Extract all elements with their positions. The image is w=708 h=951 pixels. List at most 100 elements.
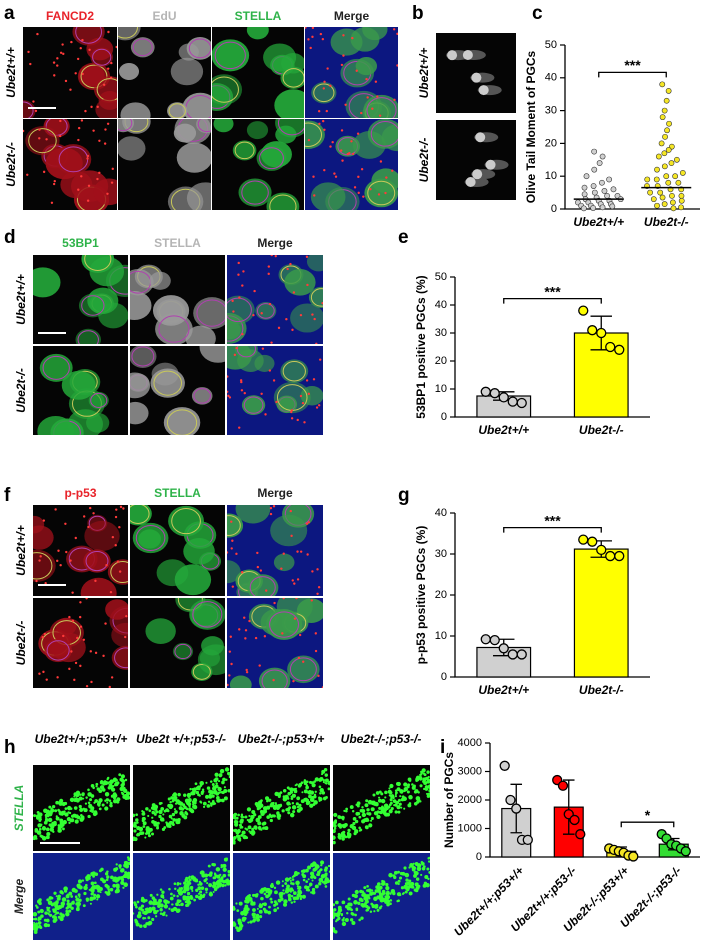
speck: [216, 798, 221, 803]
speck: [115, 863, 118, 866]
speck: [305, 880, 309, 884]
data-point: [679, 170, 686, 176]
foci: [265, 589, 268, 592]
cell-outline: [196, 299, 225, 327]
speck: [337, 911, 341, 915]
data-point: [601, 188, 608, 194]
data-point: [610, 186, 617, 193]
x-tick-label: Ube2t+/+: [478, 683, 529, 697]
micrograph-content: [227, 598, 323, 688]
speck: [247, 825, 252, 830]
speck: [378, 885, 383, 890]
speck: [62, 827, 65, 831]
speck: [258, 914, 263, 919]
cell: [311, 82, 337, 104]
y-tick-label: 3000: [458, 765, 482, 777]
speck: [118, 773, 122, 777]
speck: [428, 870, 430, 874]
speck: [211, 783, 215, 786]
speck: [213, 790, 218, 795]
speck: [167, 797, 171, 801]
foci: [69, 88, 72, 91]
speck: [408, 779, 412, 782]
speck: [58, 801, 63, 806]
cell: [274, 89, 304, 118]
speck: [408, 879, 412, 883]
speck: [251, 832, 255, 836]
speck: [81, 792, 85, 796]
cell-outline: [135, 525, 166, 551]
foci: [272, 505, 276, 508]
cell-outline: [110, 561, 128, 584]
speck: [144, 836, 147, 839]
speck: [73, 795, 76, 798]
foci: [106, 192, 109, 196]
speck: [104, 891, 108, 894]
speck: [67, 811, 70, 814]
cell-outline: [77, 330, 99, 344]
foci: [42, 519, 46, 522]
foci: [228, 650, 232, 653]
speck: [268, 905, 271, 909]
speck: [139, 831, 143, 835]
foci: [102, 654, 105, 658]
speck: [338, 836, 341, 840]
foci: [323, 128, 326, 131]
speck: [195, 786, 200, 791]
speck: [227, 869, 230, 874]
speck: [169, 896, 174, 901]
foci: [90, 105, 93, 109]
speck: [333, 911, 335, 914]
speck: [321, 769, 326, 774]
speck: [269, 803, 273, 808]
foci: [342, 34, 345, 37]
speck: [85, 898, 89, 902]
foci: [306, 283, 309, 287]
foci: [104, 128, 107, 131]
foci: [96, 105, 99, 109]
cell: [84, 520, 120, 551]
speck: [270, 882, 274, 886]
speck: [234, 820, 239, 824]
data-point: [575, 829, 586, 840]
speck: [394, 881, 399, 885]
speck: [53, 917, 58, 922]
foci: [307, 138, 311, 142]
foci: [90, 680, 93, 684]
image-background: [133, 853, 230, 940]
speck: [250, 900, 254, 903]
speck: [217, 879, 220, 883]
foci: [39, 555, 42, 558]
speck: [64, 807, 68, 810]
speck: [260, 887, 266, 893]
micrograph-content: [23, 27, 117, 118]
speck: [185, 904, 189, 907]
cell-outline: [192, 663, 211, 680]
speck: [343, 809, 346, 812]
speck: [50, 807, 53, 810]
speck: [345, 809, 348, 813]
foci: [282, 598, 285, 600]
cell-outline: [227, 297, 252, 323]
speck: [87, 814, 91, 819]
speck: [174, 907, 178, 912]
cell: [212, 39, 250, 72]
speck: [411, 783, 414, 786]
speck: [255, 817, 261, 823]
speck: [246, 818, 249, 822]
foci: [290, 410, 293, 414]
speck: [389, 892, 392, 895]
speck: [348, 902, 353, 907]
foci: [227, 375, 229, 378]
speck: [57, 826, 62, 830]
data-point: [605, 341, 616, 353]
cell: [173, 123, 197, 143]
foci: [313, 317, 316, 321]
speck: [415, 877, 420, 881]
speck: [209, 802, 213, 806]
speck: [221, 883, 225, 888]
micrograph: [305, 27, 398, 118]
speck: [320, 860, 325, 865]
speck: [34, 927, 38, 932]
speck: [347, 828, 351, 833]
